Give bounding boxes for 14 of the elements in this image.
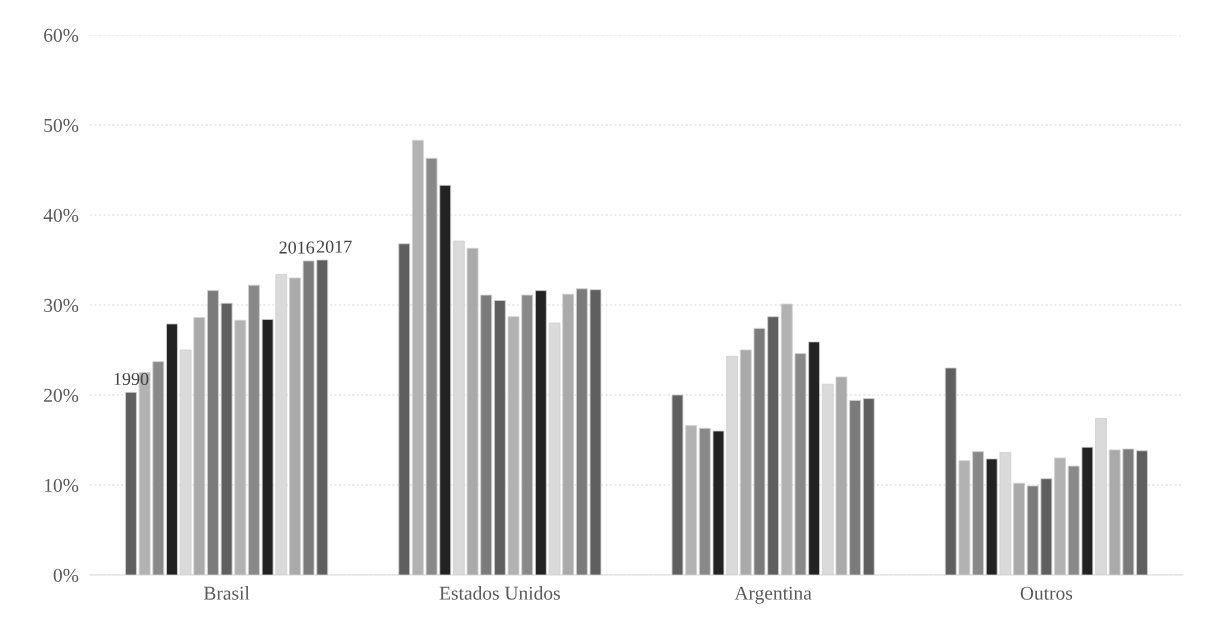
y-tick-label: 40% — [43, 208, 79, 222]
y-tick-label: 0% — [53, 568, 79, 582]
x-tick-label: Estados Unidos — [439, 586, 560, 600]
y-tick-label: 50% — [44, 118, 79, 132]
x-tick-label: Outros — [1020, 586, 1073, 600]
series-label: 2016 — [279, 241, 315, 254]
series-label: 2017 — [316, 240, 352, 253]
y-tick-label: 60% — [44, 28, 79, 42]
x-tick-label: Argentina — [734, 586, 812, 604]
series-label: 1990 — [114, 372, 149, 386]
x-tick-label: Brasil — [203, 586, 250, 600]
y-tick-label: 10% — [44, 478, 79, 492]
y-tick-label: 30% — [44, 298, 79, 312]
y-tick-label: 20% — [44, 388, 79, 402]
